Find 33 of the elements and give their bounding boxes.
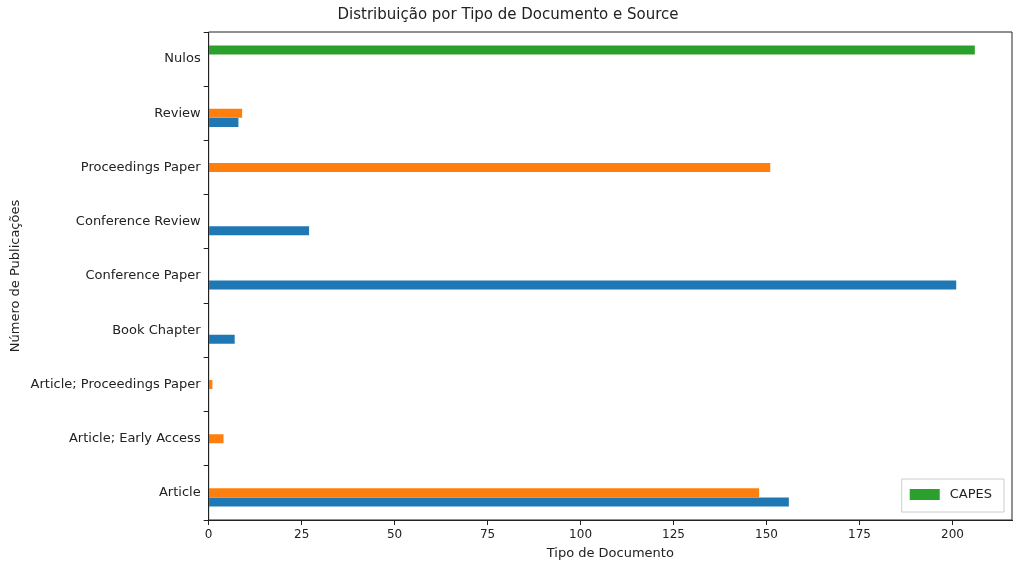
bar	[209, 280, 957, 290]
x-tick-label: 100	[569, 527, 593, 542]
bar	[209, 488, 760, 498]
bar	[209, 45, 975, 55]
x-tick-label: 200	[941, 527, 964, 542]
bar	[209, 226, 310, 236]
x-tick-label: 25	[294, 527, 310, 542]
y-tick-label: Article; Proceedings Paper	[30, 375, 202, 391]
bar	[209, 163, 771, 173]
y-tick-label: Article	[158, 484, 201, 500]
x-tick-label: 0	[204, 527, 213, 542]
y-tick-label: Conference Review	[75, 213, 202, 229]
bar	[209, 108, 243, 118]
x-tick-label: 50	[386, 527, 403, 542]
y-tick-label: Book Chapter	[112, 321, 202, 337]
bar	[209, 117, 239, 127]
y-tick-label: Proceedings Paper	[80, 158, 202, 174]
x-axis-title: Tipo de Documento	[545, 544, 674, 560]
y-axis-title: Número de Publicações	[7, 199, 23, 353]
x-tick-label: 125	[662, 527, 686, 542]
y-tick-label: Review	[154, 104, 202, 120]
y-tick-label: Article; Early Access	[68, 430, 201, 446]
y-tick-label: Nulos	[164, 50, 201, 66]
bar	[209, 379, 213, 389]
chart-title: Distribuição por Tipo de Documento e Source	[337, 4, 679, 23]
y-tick-label: Conference Paper	[85, 267, 202, 283]
x-tick-label: 75	[479, 527, 496, 542]
bar	[209, 434, 224, 444]
legend-label: CAPES	[949, 486, 993, 502]
x-tick-label: 150	[755, 527, 778, 542]
bar	[209, 497, 789, 507]
x-tick-label: 175	[848, 527, 871, 542]
bar	[209, 334, 235, 344]
